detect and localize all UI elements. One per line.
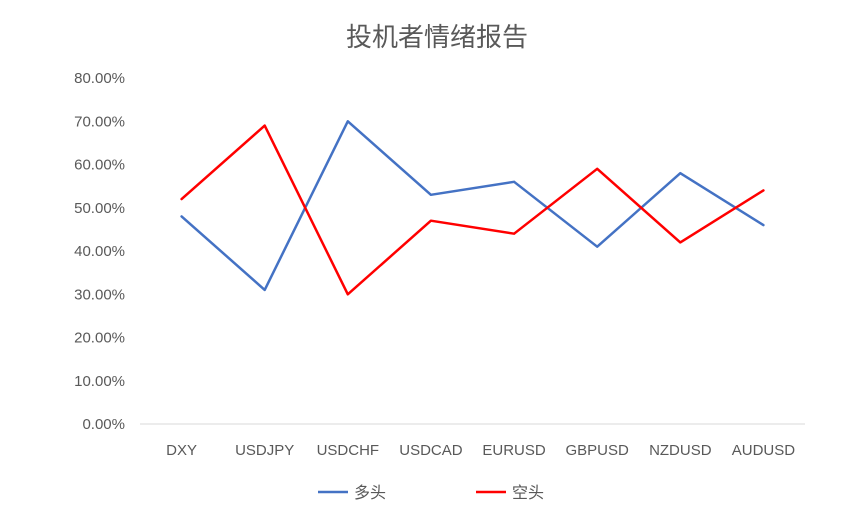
y-tick-label: 60.00%: [74, 157, 125, 174]
x-tick-label: USDJPY: [235, 442, 294, 459]
y-tick-label: 40.00%: [74, 243, 125, 260]
y-tick-label: 80.00%: [74, 70, 125, 87]
y-tick-label: 50.00%: [74, 200, 125, 217]
y-tick-label: 0.00%: [82, 416, 125, 433]
x-tick-label: USDCAD: [399, 442, 463, 459]
x-tick-label: NZDUSD: [649, 442, 712, 459]
y-tick-label: 10.00%: [74, 373, 125, 390]
x-tick-label: GBPUSD: [566, 442, 630, 459]
x-tick-label: USDCHF: [317, 442, 380, 459]
legend-label: 多头: [354, 483, 386, 502]
x-axis-labels: DXY USDJPY USDCHF USDCAD EURUSD GBPUSD NZDUSD A…: [166, 442, 795, 459]
series-line-2: [180, 124, 765, 296]
x-tick-label: DXY: [166, 442, 197, 459]
x-tick-label: AUDUSD: [732, 442, 796, 459]
y-tick-label: 70.00%: [74, 113, 125, 130]
chart-title: 投机者情绪报告: [346, 23, 528, 53]
y-tick-label: 30.00%: [74, 286, 125, 303]
series-lines: [180, 120, 765, 296]
y-axis-labels: 0.00% 10.00% 20.00% 30.00% 40.00% 50.00% 60.00…: [74, 70, 125, 433]
x-tick-label: EURUSD: [482, 442, 546, 459]
series-line-1: [180, 120, 765, 292]
y-tick-label: 20.00%: [74, 330, 125, 347]
legend-label: 空头: [512, 483, 544, 502]
legend: 多头 空头: [318, 483, 544, 502]
